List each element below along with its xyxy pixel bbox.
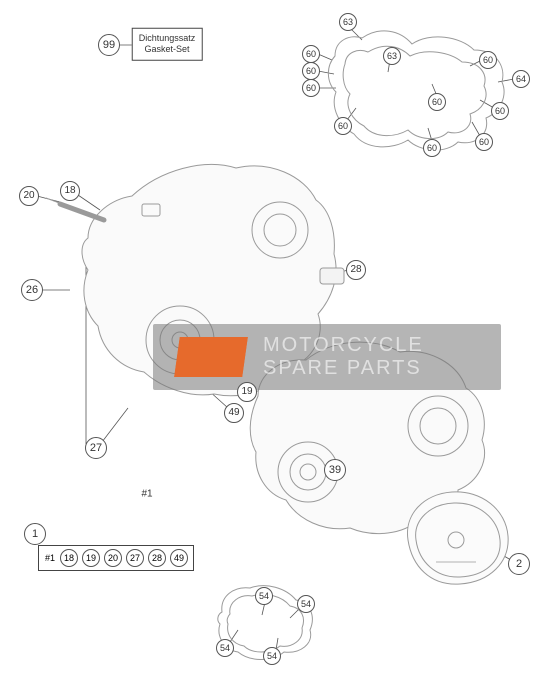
watermark-overlay: MOTORCYCLE SPARE PARTS bbox=[153, 324, 501, 390]
callout-54: 54 bbox=[255, 587, 273, 605]
callout-60: 60 bbox=[302, 79, 320, 97]
callout-1: 1 bbox=[24, 523, 46, 545]
callout-27: 27 bbox=[85, 437, 107, 459]
callout-18: 18 bbox=[60, 181, 80, 201]
watermark-line1: MOTORCYCLE bbox=[263, 334, 424, 357]
ref-row-item-18: 18 bbox=[60, 549, 78, 567]
ref-row-item-19: 19 bbox=[82, 549, 100, 567]
callout-60: 60 bbox=[423, 139, 441, 157]
callout-49: 49 bbox=[224, 403, 244, 423]
callout-60: 60 bbox=[475, 133, 493, 151]
watermark-text: MOTORCYCLE SPARE PARTS bbox=[263, 334, 424, 380]
diagram-stage: Dichtungssatz Gasket-Set #1181920272849 … bbox=[0, 0, 555, 698]
ignition-cover bbox=[407, 492, 508, 584]
ref-row-tag: #1 bbox=[44, 553, 56, 563]
callout-60: 60 bbox=[428, 93, 446, 111]
ref-row-item-28: 28 bbox=[148, 549, 166, 567]
callout-60: 60 bbox=[479, 51, 497, 69]
watermark-line2: SPARE PARTS bbox=[263, 357, 424, 380]
reference-row: #1 181920272849 bbox=[38, 545, 194, 571]
callout-60: 60 bbox=[302, 62, 320, 80]
callout-20: 20 bbox=[19, 186, 39, 206]
callout-28: 28 bbox=[346, 260, 366, 280]
callout-54: 54 bbox=[297, 595, 315, 613]
callout-26: 26 bbox=[21, 279, 43, 301]
callout-19: 19 bbox=[237, 382, 257, 402]
ref-row-item-49: 49 bbox=[170, 549, 188, 567]
callout-54: 54 bbox=[263, 647, 281, 665]
callout-64: 64 bbox=[512, 70, 530, 88]
gasket-set-box: Dichtungssatz Gasket-Set bbox=[132, 28, 203, 61]
callout-63: 63 bbox=[383, 47, 401, 65]
callout-60: 60 bbox=[334, 117, 352, 135]
callout-63: 63 bbox=[339, 13, 357, 31]
callout-99: 99 bbox=[98, 34, 120, 56]
hash-label: #1 bbox=[141, 489, 152, 500]
callout-60: 60 bbox=[302, 45, 320, 63]
watermark-logo-icon bbox=[174, 337, 248, 377]
ref-row-item-20: 20 bbox=[104, 549, 122, 567]
callout-2: 2 bbox=[508, 553, 530, 575]
callout-39: 39 bbox=[324, 459, 346, 481]
ref-row-item-27: 27 bbox=[126, 549, 144, 567]
callout-60: 60 bbox=[491, 102, 509, 120]
gasket-line2: Gasket-Set bbox=[139, 44, 196, 55]
gasket-line1: Dichtungssatz bbox=[139, 33, 196, 44]
callout-54: 54 bbox=[216, 639, 234, 657]
